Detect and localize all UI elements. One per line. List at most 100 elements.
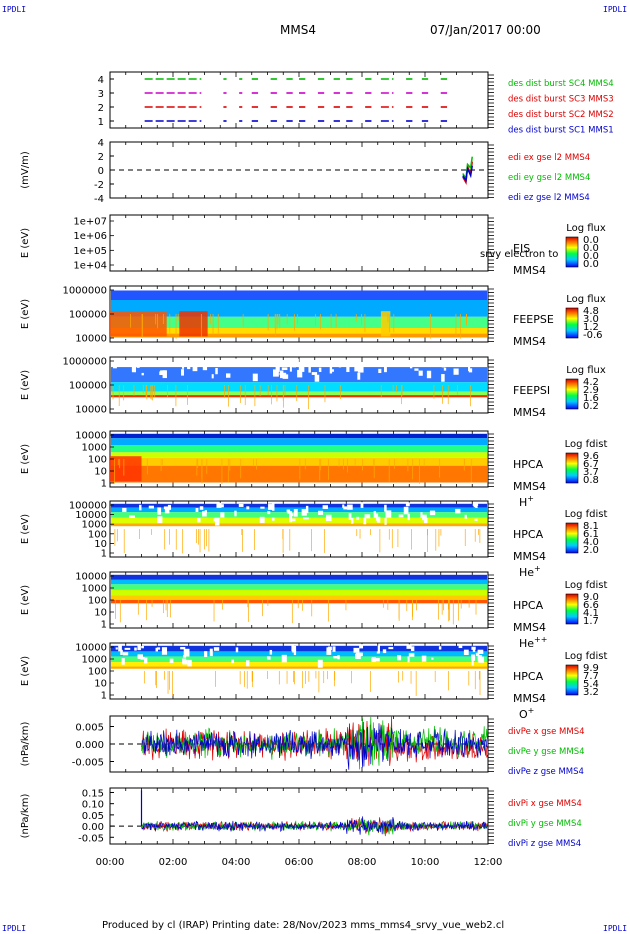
corner-tag-bottom-left: IPDLI <box>2 924 27 933</box>
spectrogram-gap <box>159 371 165 376</box>
spectrogram-band <box>111 465 487 483</box>
spectrogram-gap <box>371 657 374 662</box>
spectrogram-gap <box>407 656 410 663</box>
divergence-series-line <box>141 721 489 770</box>
spectrogram-gap <box>468 368 473 373</box>
spectrogram-band <box>111 512 487 518</box>
spectrogram-gap <box>221 504 224 508</box>
spectrogram-gap <box>356 360 362 364</box>
spectrogram-gap <box>384 517 387 525</box>
y-tick-label: 10000 <box>75 643 107 654</box>
spacecraft-title: MMS4 <box>280 23 316 37</box>
spectrogram-gap <box>455 508 461 514</box>
spectrogram-gap <box>156 647 161 650</box>
spectrogram-gap <box>311 362 316 367</box>
y-tick-label: 10 <box>94 608 107 619</box>
species-charge: + <box>534 564 541 573</box>
spectrogram-gap <box>202 366 208 371</box>
instrument-label: FEEPSE <box>513 313 554 326</box>
spectrogram-gap <box>266 656 271 660</box>
spectrogram-gap <box>333 656 338 659</box>
spectrogram-gap <box>414 368 419 371</box>
spectrogram-gap <box>271 517 275 521</box>
colorbar-tick-label: -0.6 <box>583 330 603 341</box>
y-tick-label: 10000 <box>75 334 107 345</box>
colorbar <box>565 593 579 625</box>
x-tick-label: 00:00 <box>96 857 125 868</box>
spectrogram-band <box>111 382 487 392</box>
colorbar-tick-label: 5.4 <box>583 679 599 690</box>
spectrogram-gap <box>120 363 125 366</box>
spectrogram-gap <box>384 504 387 512</box>
spacecraft-label: MMS4 <box>513 621 546 634</box>
spectrogram-gap <box>376 516 381 523</box>
colorbar-tick-label: 6.1 <box>583 529 599 540</box>
spectrogram-gap <box>246 506 250 510</box>
spectrogram-gap <box>131 364 136 372</box>
spectrogram-gap <box>347 504 353 510</box>
spectrogram-gap <box>121 658 125 665</box>
spectrogram-gap <box>473 505 477 508</box>
spectrogram-gap <box>333 360 339 367</box>
spectrogram-gap <box>137 654 144 659</box>
legend-entry: edi ex gse l2 MMS4 <box>508 153 590 163</box>
spectrogram-band <box>111 503 487 508</box>
spectrogram-gap <box>305 505 309 514</box>
spectrogram-band <box>111 523 487 527</box>
spectrogram-band <box>111 651 487 657</box>
legend-entry: divPi y gse MMS4 <box>508 819 582 829</box>
legend-entry: edi ez gse l2 MMS4 <box>508 193 590 203</box>
y-tick-label: 100 <box>88 529 107 540</box>
spectrogram-gap <box>443 367 447 371</box>
spectrogram-gap <box>275 364 280 372</box>
y-tick-label: -0.005 <box>72 758 104 769</box>
spectrogram-band <box>111 333 487 338</box>
y-tick-label: 100 <box>88 455 107 466</box>
legend-entry: divPi z gse MMS4 <box>508 839 581 849</box>
spectrogram-gap <box>115 647 118 650</box>
instrument-label: HPCA <box>513 599 544 612</box>
y-tick-label: 100000 <box>69 501 107 512</box>
y-axis-label: (mV/m) <box>20 151 31 189</box>
panel-frame <box>109 214 489 272</box>
spectrogram-gap <box>343 359 348 363</box>
spectrogram-gap <box>260 506 265 509</box>
colorbar-tick-label: 0.0 <box>583 251 599 262</box>
spectrogram-gap <box>289 514 293 523</box>
legend-entry: divPi x gse MMS4 <box>508 799 582 809</box>
spectrogram-gap <box>358 652 363 657</box>
colorbar-tick-label: 4.0 <box>583 537 599 548</box>
divergence-series-line <box>141 816 489 835</box>
spectrogram-gap <box>289 518 296 522</box>
spectrogram-gap <box>357 372 361 380</box>
y-tick-label: 100000 <box>69 381 107 392</box>
spectrogram-gap <box>375 513 379 521</box>
spectrogram-gap <box>202 511 207 517</box>
y-tick-label: 1000 <box>82 520 107 531</box>
panel-burst-availability: 1 2 3 4 des dist burst SC1 MMS1 des dist burs… <box>98 71 614 136</box>
spectrogram-gap <box>213 518 218 522</box>
colorbar-title: Log fdist <box>565 580 608 591</box>
spectrogram-gap <box>318 367 322 372</box>
colorbar-tick-label: 3.7 <box>583 467 599 478</box>
spectrogram-gap <box>297 369 303 378</box>
spectrogram-gap <box>311 372 318 375</box>
spectrogram-gap <box>287 511 293 514</box>
spectrogram-gap <box>458 644 463 649</box>
y-tick-label: 1 <box>101 620 107 631</box>
spectrogram-gap <box>418 370 423 376</box>
y-tick-label: 10 <box>94 467 107 478</box>
spectrogram-gap <box>373 658 380 662</box>
spectrogram-gap <box>406 644 412 649</box>
species-charge: + <box>528 706 535 715</box>
spectrogram-gap <box>464 514 467 519</box>
y-tick-label: 2 <box>98 152 104 163</box>
spectrogram-gap <box>420 361 424 366</box>
spectrogram-band <box>111 507 487 513</box>
spectrogram-gap <box>429 510 436 516</box>
y-tick-label: 0.05 <box>82 811 104 822</box>
spectrogram-gap <box>272 503 275 511</box>
spectrogram-band <box>111 395 487 398</box>
spectrogram-gap <box>463 649 469 656</box>
